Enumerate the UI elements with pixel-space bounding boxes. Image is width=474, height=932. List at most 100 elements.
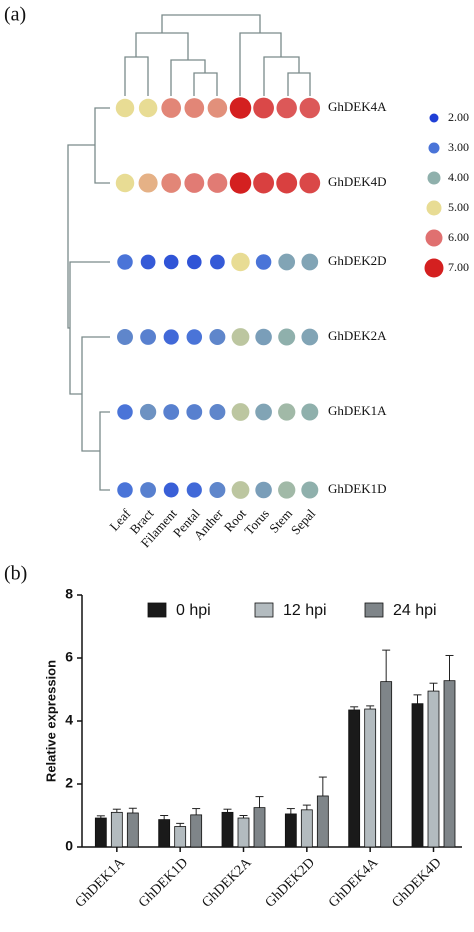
row-label: GhDEK4A bbox=[328, 99, 387, 114]
dot bbox=[115, 98, 135, 118]
legend-dot bbox=[425, 229, 443, 247]
dot bbox=[209, 482, 226, 498]
row-label: GhDEK1A bbox=[328, 403, 387, 418]
bar bbox=[158, 819, 171, 848]
x-tick-label: GhDEK4A bbox=[326, 855, 382, 911]
dot bbox=[186, 404, 203, 420]
dot bbox=[276, 172, 298, 194]
bar bbox=[348, 709, 361, 848]
dot bbox=[207, 173, 228, 193]
legend-dot bbox=[427, 171, 441, 185]
column-label: Torus bbox=[241, 506, 272, 538]
dot bbox=[161, 98, 182, 118]
bar bbox=[284, 813, 297, 848]
dot bbox=[210, 254, 225, 270]
dot bbox=[301, 403, 319, 421]
dot bbox=[117, 254, 133, 270]
dot bbox=[229, 172, 252, 194]
x-tick-label: GhDEK2D bbox=[263, 855, 318, 910]
dot bbox=[278, 481, 296, 499]
row-label: GhDEK4D bbox=[328, 174, 387, 189]
row-dendrogram bbox=[67, 107, 110, 491]
dot bbox=[229, 97, 252, 119]
dot bbox=[207, 98, 228, 118]
legend-label: 3.00 bbox=[448, 140, 469, 154]
legend-label: 0 hpi bbox=[176, 602, 211, 619]
dot bbox=[163, 329, 179, 345]
bar bbox=[94, 817, 107, 848]
bar bbox=[190, 814, 203, 848]
dot bbox=[299, 172, 321, 194]
row-label: GhDEK2A bbox=[328, 328, 387, 343]
y-tick-label: 0 bbox=[65, 838, 73, 854]
dot bbox=[255, 403, 272, 421]
dot bbox=[209, 404, 226, 420]
legend-label: 24 hpi bbox=[393, 602, 437, 619]
dot bbox=[117, 404, 133, 420]
legend-swatch bbox=[254, 602, 274, 618]
row-label: GhDEK1D bbox=[328, 481, 387, 496]
dot bbox=[255, 481, 272, 499]
legend-label: 4.00 bbox=[448, 170, 469, 184]
legend-dot bbox=[428, 142, 440, 154]
dot bbox=[184, 98, 205, 118]
x-tick-label: GhDEK2A bbox=[199, 855, 255, 911]
dot bbox=[184, 173, 205, 193]
dot bbox=[231, 252, 250, 272]
panel-label: (b) bbox=[4, 563, 27, 585]
dot bbox=[255, 254, 272, 270]
dot bbox=[139, 403, 157, 421]
bar bbox=[253, 807, 266, 848]
bar bbox=[411, 703, 424, 848]
dot bbox=[117, 329, 133, 345]
bar bbox=[364, 708, 377, 848]
legend-label: 6.00 bbox=[448, 230, 469, 244]
legend-swatch bbox=[147, 602, 167, 618]
y-tick-label: 4 bbox=[65, 712, 73, 728]
x-tick-label: GhDEK1D bbox=[136, 855, 191, 910]
legend-dot bbox=[426, 200, 442, 216]
y-tick-label: 2 bbox=[65, 775, 73, 791]
dot bbox=[231, 403, 250, 421]
dot bbox=[301, 481, 319, 499]
dot bbox=[187, 254, 202, 270]
legend-swatch bbox=[364, 602, 384, 618]
y-axis-label: Relative expression bbox=[43, 660, 58, 782]
legend-dot bbox=[429, 113, 439, 123]
legend-label: 7.00 bbox=[448, 260, 469, 274]
column-dendrogram bbox=[124, 14, 311, 96]
bar bbox=[237, 817, 250, 848]
legend-label: 5.00 bbox=[448, 200, 469, 214]
dot bbox=[163, 482, 179, 498]
bar bbox=[443, 680, 456, 848]
dot bbox=[138, 173, 158, 193]
x-tick-label: GhDEK1A bbox=[73, 855, 129, 911]
dot bbox=[117, 482, 133, 498]
row-label: GhDEK2D bbox=[328, 253, 387, 268]
x-tick-label: GhDEK4D bbox=[389, 855, 444, 910]
dot bbox=[276, 97, 297, 119]
column-label: Sepal bbox=[288, 506, 319, 538]
dot bbox=[255, 328, 272, 346]
dot bbox=[140, 254, 156, 270]
dot bbox=[278, 328, 296, 346]
dot bbox=[186, 329, 203, 345]
dot bbox=[115, 173, 135, 193]
dot bbox=[163, 254, 179, 270]
dot bbox=[163, 404, 180, 420]
y-tick-label: 8 bbox=[65, 586, 73, 602]
bar bbox=[174, 826, 187, 848]
dot bbox=[301, 253, 319, 271]
dot bbox=[138, 98, 158, 118]
dot bbox=[140, 329, 157, 345]
dot bbox=[278, 253, 296, 271]
dot bbox=[253, 172, 275, 194]
dot bbox=[209, 329, 226, 345]
bar bbox=[110, 811, 123, 848]
bar bbox=[221, 811, 234, 848]
bar bbox=[316, 795, 329, 848]
bar bbox=[126, 812, 139, 848]
dot bbox=[140, 482, 157, 498]
dot bbox=[299, 97, 321, 119]
